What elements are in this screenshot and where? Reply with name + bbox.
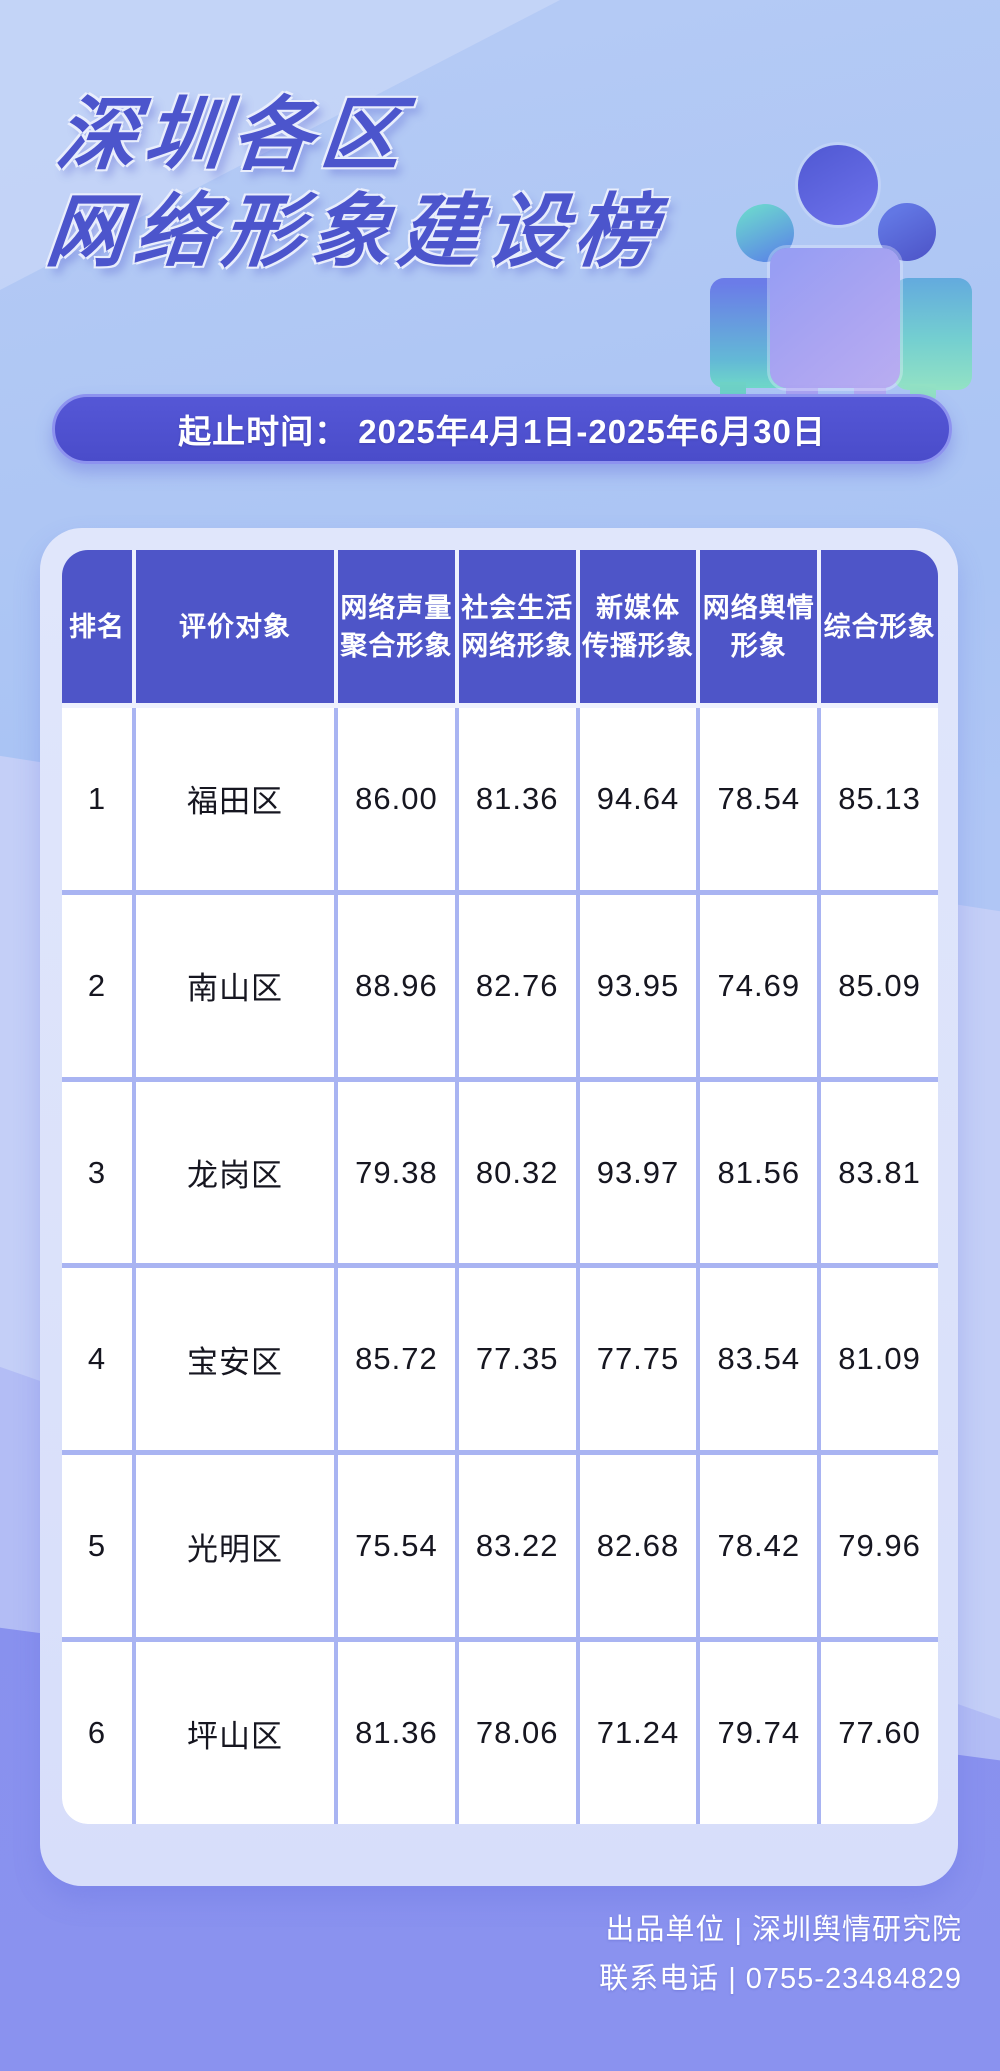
district-cell: 龙岗区: [136, 1081, 334, 1264]
header-text: 形象: [730, 630, 787, 661]
header-text: 评价对象: [179, 611, 291, 642]
column-header-volume: 网络声量 聚合形象: [338, 550, 455, 703]
score-cell: 79.38: [338, 1081, 455, 1264]
score-cell: 93.95: [579, 894, 697, 1077]
score-cell: 83.22: [458, 1455, 576, 1638]
person-right-body: [894, 278, 972, 390]
rank-cell: 3: [62, 1081, 132, 1264]
person-center-head: [798, 145, 878, 225]
score-cell: 77.35: [458, 1268, 576, 1451]
score-cell: 82.68: [579, 1455, 697, 1638]
rank-cell: 6: [62, 1642, 132, 1824]
district-cell: 南山区: [136, 894, 334, 1077]
header-text: 网络形象: [461, 630, 574, 661]
column-header-object: 评价对象: [136, 550, 334, 703]
footer-publisher: 出品单位 | 深圳舆情研究院: [605, 1914, 962, 1946]
person-center-body: [770, 248, 900, 388]
column-header-social-life: 社会生活 网络形象: [458, 550, 576, 703]
header-text: 排名: [69, 611, 125, 642]
score-cell: 81.56: [700, 1081, 818, 1264]
rank-cell: 5: [62, 1455, 132, 1638]
score-cell: 77.75: [579, 1268, 697, 1451]
ranking-table-card: 排名 评价对象 网络声量 聚合形象 社会生活 网络形象 新媒体 传播形象 网络舆…: [40, 528, 958, 1886]
score-cell: 78.54: [700, 708, 818, 890]
rank-cell: 4: [62, 1268, 132, 1451]
score-cell: 78.42: [700, 1455, 818, 1638]
date-range-banner: 起止时间： 2025年4月1日-2025年6月30日: [52, 394, 952, 464]
score-cell: 81.09: [821, 1268, 938, 1451]
column-header-overall: 综合形象: [821, 550, 938, 703]
score-cell: 85.13: [821, 708, 938, 890]
header-text: 网络声量: [340, 592, 453, 623]
score-cell: 79.96: [821, 1455, 938, 1638]
district-cell: 光明区: [136, 1455, 334, 1638]
header-text: 传播形象: [581, 630, 694, 661]
footer: 出品单位 | 深圳舆情研究院 联系电话 | 0755-23484829: [599, 1906, 962, 2004]
header-text: 社会生活: [461, 592, 574, 623]
score-cell: 75.54: [338, 1455, 455, 1638]
column-header-new-media: 新媒体 传播形象: [579, 550, 697, 703]
district-cell: 坪山区: [136, 1642, 334, 1824]
score-cell: 74.69: [700, 894, 818, 1077]
district-cell: 福田区: [136, 708, 334, 890]
rank-cell: 1: [62, 708, 132, 890]
score-cell: 85.09: [821, 894, 938, 1077]
score-cell: 83.81: [821, 1081, 938, 1264]
header-text: 新媒体: [595, 592, 680, 623]
column-header-sentiment: 网络舆情 形象: [700, 550, 818, 703]
column-header-rank: 排名: [62, 550, 132, 703]
ranking-table: 排名 评价对象 网络声量 聚合形象 社会生活 网络形象 新媒体 传播形象 网络舆…: [62, 550, 938, 1824]
district-cell: 宝安区: [136, 1268, 334, 1451]
score-cell: 86.00: [338, 708, 455, 890]
score-cell: 79.74: [700, 1642, 818, 1824]
score-cell: 83.54: [700, 1268, 818, 1451]
score-cell: 81.36: [458, 708, 576, 890]
score-cell: 78.06: [458, 1642, 576, 1824]
score-cell: 80.32: [458, 1081, 576, 1264]
score-cell: 71.24: [579, 1642, 697, 1824]
score-cell: 82.76: [458, 894, 576, 1077]
score-cell: 94.64: [579, 708, 697, 890]
header-text: 聚合形象: [340, 630, 453, 661]
header-text: 综合形象: [823, 611, 936, 642]
rank-cell: 2: [62, 894, 132, 1077]
score-cell: 81.36: [338, 1642, 455, 1824]
score-cell: 77.60: [821, 1642, 938, 1824]
page-title: 深圳各区 网络形象建设榜: [42, 86, 678, 280]
header-text: 网络舆情: [702, 592, 815, 623]
date-range-text: 起止时间： 2025年4月1日-2025年6月30日: [178, 413, 826, 450]
score-cell: 88.96: [338, 894, 455, 1077]
footer-contact: 联系电话 | 0755-23484829: [599, 1963, 962, 1995]
score-cell: 85.72: [338, 1268, 455, 1451]
people-group-icon: [560, 112, 980, 412]
score-cell: 93.97: [579, 1081, 697, 1264]
page-title-line1: 深圳各区: [52, 90, 414, 179]
page-title-line2: 网络形象建设榜: [42, 187, 668, 276]
